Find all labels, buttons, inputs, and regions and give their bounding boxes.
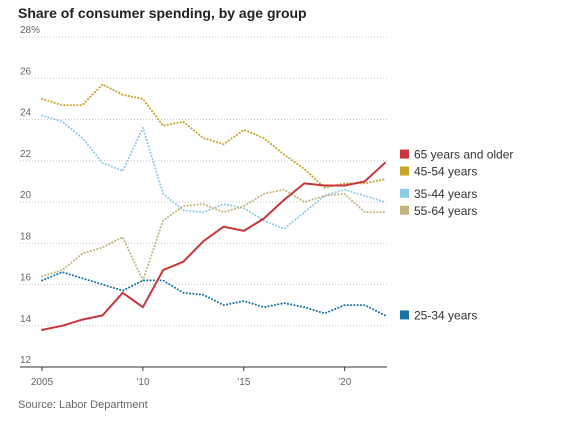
series-line-55-64-years <box>41 188 386 282</box>
legend-swatch <box>400 188 409 198</box>
legend-swatch <box>400 310 409 320</box>
series-line-25-34-years <box>41 271 386 317</box>
y-tick-label: 16 <box>20 273 32 284</box>
legend-item: 45-54 years <box>400 165 477 179</box>
y-tick-label: 28% <box>20 25 40 36</box>
x-tick-label: ’20 <box>338 377 352 388</box>
legend-label: 25-34 years <box>414 308 477 322</box>
legend-label: 35-44 years <box>414 187 477 201</box>
x-tick-label: ’10 <box>136 377 150 388</box>
legend-item: 35-44 years <box>400 187 477 201</box>
series-line-65-years-and-older <box>41 161 386 331</box>
x-tick-label: ’15 <box>237 377 251 388</box>
legend-swatch <box>400 205 409 215</box>
legend-item: 25-34 years <box>400 308 477 322</box>
legend-label: 55-64 years <box>414 204 477 218</box>
legend-label: 45-54 years <box>414 165 477 179</box>
chart-title: Share of consumer spending, by age group <box>18 5 307 21</box>
y-axis-tick-labels: 12 14 16 18 20 22 24 26 28% <box>20 25 40 366</box>
y-tick-label: 20 <box>20 190 32 201</box>
series-lines <box>41 83 386 331</box>
y-tick-label: 12 <box>20 355 32 366</box>
y-tick-label: 26 <box>20 66 32 77</box>
legend: 65 years and older 45-54 years 35-44 years… <box>400 148 513 322</box>
y-tick-label: 22 <box>20 149 32 160</box>
x-tick-label: 2005 <box>31 377 54 388</box>
legend-swatch <box>400 166 409 176</box>
legend-swatch <box>400 149 409 159</box>
legend-item: 55-64 years <box>400 204 477 218</box>
series-line-35-44-years <box>41 114 386 230</box>
series-line-45-54-years <box>41 83 386 189</box>
y-tick-label: 24 <box>20 108 32 119</box>
grid-lines <box>20 36 387 327</box>
legend-label: 65 years and older <box>414 148 513 162</box>
source-note: Source: Labor Department <box>18 399 148 411</box>
x-axis-tick-labels: 2005 ’10 ’15 ’20 <box>31 367 352 388</box>
y-tick-label: 18 <box>20 231 32 242</box>
y-tick-label: 14 <box>20 314 32 325</box>
legend-item: 65 years and older <box>400 148 513 162</box>
